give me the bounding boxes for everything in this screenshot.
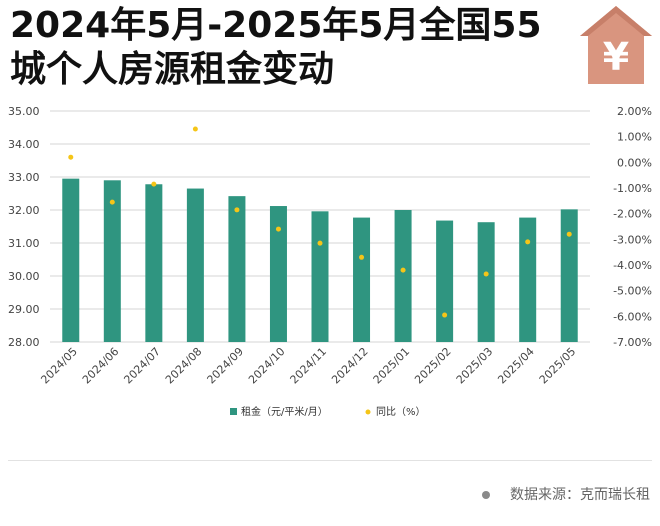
- rent-bar: [477, 222, 495, 342]
- legend-label-yoy: 同比（%）: [376, 406, 426, 418]
- rent-bar: [353, 217, 371, 342]
- rent-bar: [560, 209, 578, 342]
- y-right-tick-label: -5.00%: [613, 285, 652, 298]
- source-note: 数据来源：克而瑞长租: [482, 484, 650, 504]
- yoy-point: [359, 254, 365, 260]
- rent-bar: [311, 211, 329, 342]
- rent-bar: [269, 206, 287, 342]
- y-right-tick-label: -6.00%: [613, 310, 652, 323]
- x-tick-label: 2024/08: [163, 345, 205, 387]
- y-left-tick-label: 30.00: [8, 270, 40, 283]
- page-title: 2024年5月-2025年5月全国55 城个人房源租金变动: [10, 4, 542, 92]
- yoy-point: [275, 226, 281, 232]
- x-tick-label: 2024/07: [121, 345, 163, 387]
- rent-bar: [394, 210, 412, 342]
- title-line-2: 城个人房源租金变动: [10, 49, 335, 90]
- rent-bar: [228, 196, 246, 342]
- source-text: 数据来源：克而瑞长租: [510, 487, 650, 503]
- rent-bar: [436, 220, 454, 342]
- title-line-1: 2024年5月-2025年5月全国55: [10, 5, 542, 46]
- x-tick-label: 2024/10: [246, 345, 288, 387]
- yoy-point: [234, 207, 240, 213]
- rent-chart: 28.00 29.00 30.00 31.00 32.00 33.00 34.00 35.00…: [8, 105, 652, 418]
- rent-bar: [62, 178, 80, 342]
- y-right-tick-label: -7.00%: [613, 336, 652, 349]
- rent-bar: [186, 188, 204, 342]
- yoy-point: [109, 199, 115, 205]
- legend-label-rent: 租金（元/平米/月）: [241, 405, 328, 418]
- y-right-tick-label: 1.00%: [617, 131, 652, 144]
- rent-bar: [103, 180, 121, 342]
- y-left-tick-label: 34.00: [8, 138, 40, 151]
- yoy-point: [566, 231, 572, 237]
- x-tick-label: 2024/09: [205, 345, 247, 387]
- rent-bar: [145, 184, 163, 342]
- x-tick-label: 2024/06: [80, 345, 122, 387]
- y-right-tick-label: -3.00%: [613, 233, 652, 246]
- y-right-tick-label: 0.00%: [617, 156, 652, 169]
- x-tick-label: 2025/01: [371, 345, 413, 387]
- yoy-point: [525, 239, 531, 245]
- yoy-point: [400, 267, 406, 273]
- yoy-point: [151, 181, 157, 187]
- y-right-tick-label: -1.00%: [613, 182, 652, 195]
- yoy-point: [483, 271, 489, 277]
- y-left-tick-label: 29.00: [8, 303, 40, 316]
- yoy-point: [192, 126, 198, 132]
- y-right-tick-label: -4.00%: [613, 259, 652, 272]
- y-right-tick-label: 2.00%: [617, 105, 652, 118]
- logo-yen-glyph: ¥: [603, 35, 629, 79]
- x-tick-label: 2024/11: [288, 345, 330, 387]
- y-left-tick-label: 35.00: [8, 105, 40, 118]
- rent-bar: [519, 217, 537, 342]
- x-tick-label: 2024/12: [329, 345, 371, 387]
- x-tick-label: 2025/02: [412, 345, 454, 387]
- legend-swatch-yoy: [365, 409, 371, 415]
- source-bullet-icon: [482, 491, 490, 499]
- yoy-point: [317, 240, 323, 246]
- logo-roof-outline: [580, 6, 652, 36]
- y-left-tick-label: 31.00: [8, 237, 40, 250]
- x-tick-label: 2025/05: [537, 345, 579, 387]
- x-tick-label: 2025/03: [454, 345, 496, 387]
- y-left-tick-label: 33.00: [8, 171, 40, 184]
- yen-house-icon: ¥: [580, 6, 652, 84]
- x-tick-label: 2024/05: [38, 345, 80, 387]
- y-left-tick-label: 32.00: [8, 204, 40, 217]
- yoy-point: [68, 154, 74, 160]
- y-left-tick-label: 28.00: [8, 336, 40, 349]
- legend-swatch-rent: [230, 408, 237, 415]
- x-tick-label: 2025/04: [495, 345, 537, 387]
- yoy-point: [442, 312, 448, 318]
- y-right-tick-label: -2.00%: [613, 208, 652, 221]
- footer-divider: [8, 460, 652, 461]
